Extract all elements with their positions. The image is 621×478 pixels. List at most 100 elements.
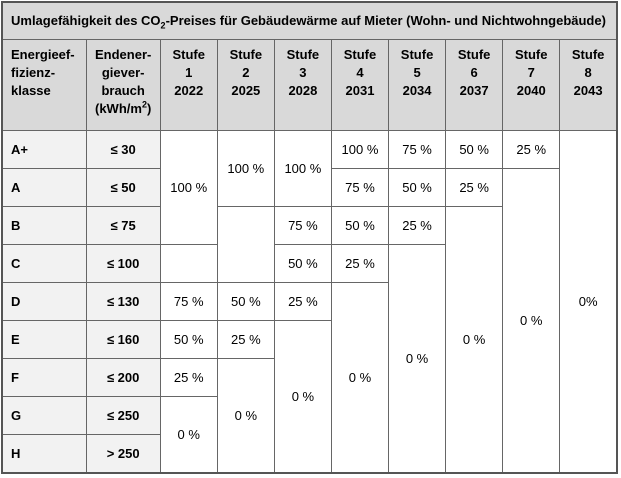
header-stage-5: Stufe 5 2034 [388, 39, 447, 131]
stage-6-label: Stufe [457, 47, 491, 62]
stage-1-num: 1 [185, 65, 193, 80]
stage-3-label: Stufe [286, 47, 320, 62]
header-demand-unit: (kWh/m2) [87, 100, 160, 118]
class-cell: C [1, 244, 87, 283]
stage-4-cell: 100 % [330, 130, 390, 169]
stage-2-num: 2 [242, 65, 250, 80]
stage-1-cell: 0 % [159, 396, 218, 474]
table-row: D ≤ 130 75 % 50 % 25 % 0 % [1, 282, 617, 474]
stage-4-cell: 0 % [330, 282, 390, 474]
title-text-a: Umlagefähigkeit des CO [11, 13, 161, 28]
stage-4-label: Stufe [343, 47, 377, 62]
table-row: A+ ≤ 30 100 % 100 % 100 % 100 % 75 % 50 … [1, 130, 618, 474]
stage-1-year: 2022 [174, 83, 204, 98]
title-text-b: -Preises für Gebäudewärme auf Mieter (Wo… [165, 13, 606, 28]
class-cell: H [1, 434, 87, 474]
demand-cell: ≤ 130 [85, 282, 161, 321]
stage-3-cell: 25 % [273, 282, 332, 321]
demand-cell: ≤ 30 [85, 130, 161, 169]
stage-6-year: 2037 [459, 83, 489, 98]
header-stage-7: Stufe 7 2040 [502, 39, 561, 131]
stage-4-cell: 25 % [330, 244, 390, 283]
title-row: Umlagefähigkeit des CO2-Preises für Gebä… [1, 1, 618, 40]
header-stage-3: Stufe 3 2028 [273, 39, 332, 131]
stage-1-cell: 50 % [159, 320, 218, 359]
header-row: Energieef- fizienz- klasse Endener- giev… [1, 39, 618, 131]
header-demand-line-3: brauch [101, 83, 145, 98]
stage-4-cell: 75 % [330, 168, 390, 207]
header-class-line-1: Energieef- [11, 47, 75, 62]
stage-5-num: 5 [413, 65, 421, 80]
stage-5-cell: 25 % [388, 206, 447, 245]
stage-2-cell [216, 206, 275, 283]
class-cell: F [1, 358, 87, 397]
stage-1-label: Stufe [172, 47, 205, 62]
stage-6-cell: 0 % [445, 206, 504, 474]
table-row: A ≤ 50 75 % 50 % 25 % 0 % [1, 168, 617, 474]
stage-5-cell: 0 % [388, 244, 447, 474]
stage-4-num: 4 [356, 65, 364, 80]
demand-cell: ≤ 250 [85, 396, 161, 435]
stage-6-cell: 50 % [445, 130, 504, 169]
table-row: E ≤ 160 50 % 25 % 0 % [1, 320, 617, 474]
stage-8-num: 8 [584, 65, 592, 80]
demand-cell: ≤ 75 [85, 206, 161, 245]
header-stage-1: Stufe 1 2022 [159, 39, 218, 131]
stage-2-cell: 100 % [216, 130, 275, 207]
stage-7-cell: 25 % [502, 130, 561, 169]
class-cell: A+ [1, 130, 87, 169]
header-stage-8: Stufe 8 2043 [559, 39, 618, 131]
stage-8-label: Stufe [571, 47, 605, 62]
stage-7-num: 7 [527, 65, 535, 80]
demand-cell: ≤ 200 [85, 358, 161, 397]
stage-2-cell: 25 % [216, 320, 275, 359]
class-cell: G [1, 396, 87, 435]
header-stage-2: Stufe 2 2025 [216, 39, 275, 131]
class-cell: E [1, 320, 87, 359]
stage-2-label: Stufe [229, 47, 263, 62]
header-efficiency-class: Energieef- fizienz- klasse [1, 39, 87, 131]
stage-8-year: 2043 [573, 83, 603, 98]
class-cell: B [1, 206, 87, 245]
stage-3-cell: 100 % [273, 130, 332, 207]
stage-2-year: 2025 [231, 83, 261, 98]
stage-2-cell: 50 % [216, 282, 275, 321]
table-row: F ≤ 200 25 % 0 % [1, 358, 617, 474]
stage-4-year: 2031 [345, 83, 375, 98]
stage-5-label: Stufe [400, 47, 434, 62]
stage-5-cell: 50 % [388, 168, 447, 207]
stage-7-label: Stufe [514, 47, 548, 62]
table-row: C ≤ 100 50 % 25 % 0 % [1, 244, 617, 474]
stage-8-cell: 0% [559, 130, 618, 474]
stage-2-cell: 0 % [216, 358, 275, 474]
stage-1-cell: 100 % [159, 130, 218, 245]
table-row: B ≤ 75 75 % 50 % 25 % 0 % [1, 206, 617, 474]
class-cell: A [1, 168, 87, 207]
stage-4-cell: 50 % [330, 206, 390, 245]
stage-1-cell: 25 % [159, 358, 218, 397]
unit-b: ) [146, 101, 152, 116]
title-subscript: 2 [160, 20, 166, 31]
demand-cell: ≤ 100 [85, 244, 161, 283]
stage-3-cell: 0 % [273, 320, 332, 474]
header-demand-line-1: Endener- [94, 47, 152, 62]
stage-5-cell: 75 % [388, 130, 447, 169]
stage-3-cell: 75 % [273, 206, 332, 245]
header-stage-6: Stufe 6 2037 [445, 39, 504, 131]
header-class-line-2: fizienz- [11, 65, 56, 80]
stage-6-num: 6 [470, 65, 478, 80]
demand-cell: ≤ 160 [85, 320, 161, 359]
header-energy-demand: Endener- giever- brauch (kWh/m2) [85, 39, 161, 131]
stage-6-cell: 25 % [445, 168, 504, 207]
table-row: G ≤ 250 0 % [1, 396, 617, 474]
stage-7-year: 2040 [516, 83, 546, 98]
stage-3-cell: 50 % [273, 244, 332, 283]
header-stage-4: Stufe 4 2031 [330, 39, 390, 131]
demand-cell: ≤ 50 [85, 168, 161, 207]
stage-1-cell: 75 % [159, 282, 218, 321]
unit-a: (kWh/m [95, 101, 142, 116]
stage-5-year: 2034 [402, 83, 432, 98]
header-demand-line-2: giever- [101, 65, 145, 80]
stage-3-year: 2028 [288, 83, 318, 98]
